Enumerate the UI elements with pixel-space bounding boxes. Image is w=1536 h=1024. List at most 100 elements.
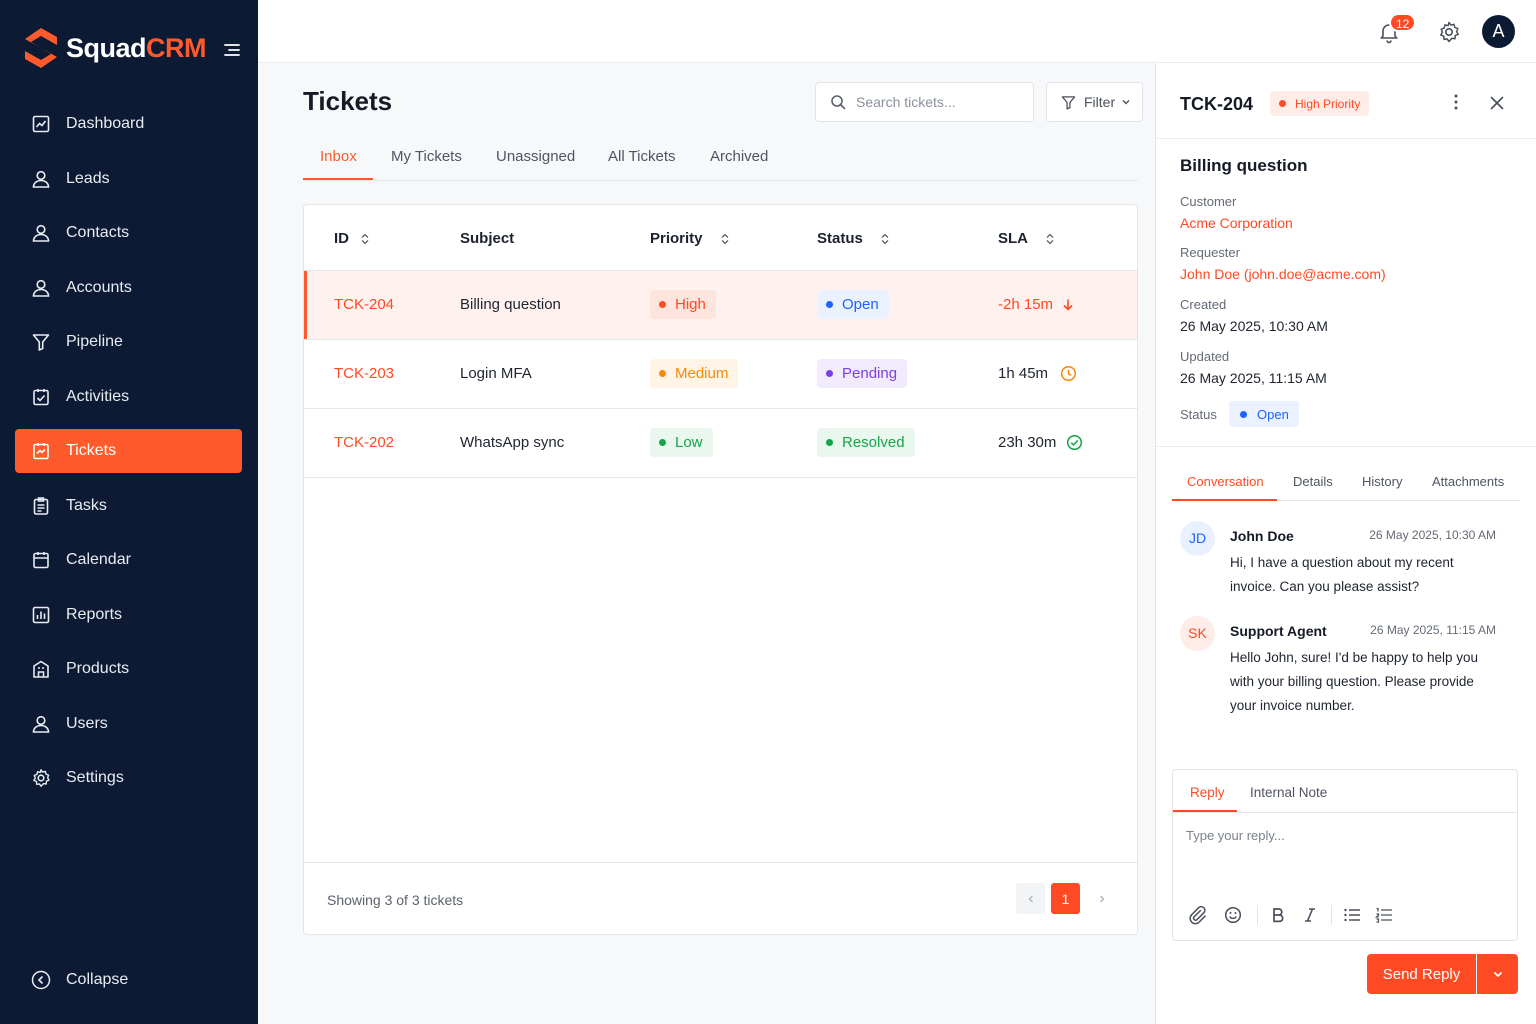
detail-tabs: Conversation Details History Attachments bbox=[1172, 463, 1520, 501]
page-button-1[interactable]: 1 bbox=[1051, 883, 1080, 914]
tab-archived[interactable]: Archived bbox=[710, 148, 769, 165]
notification-count-badge: 12 bbox=[1389, 13, 1417, 32]
chevron-left-icon bbox=[1028, 895, 1033, 902]
toolbar-divider bbox=[1257, 905, 1258, 925]
status-label: Status bbox=[1180, 407, 1217, 422]
sidebar-item-tickets[interactable]: Tickets bbox=[15, 429, 242, 473]
priority-badge: High bbox=[650, 290, 716, 319]
detail-title: Billing question bbox=[1180, 156, 1308, 175]
send-reply-button[interactable]: Send Reply bbox=[1367, 954, 1476, 994]
sidebar-item-label: Activities bbox=[66, 387, 130, 405]
numbered-list-icon[interactable] bbox=[1375, 905, 1393, 925]
user-icon bbox=[32, 170, 50, 188]
status-badge: Resolved bbox=[817, 428, 915, 457]
sidebar-item-accounts[interactable]: Accounts bbox=[15, 266, 242, 310]
settings-gear-icon[interactable] bbox=[1437, 20, 1461, 44]
menu-toggle-icon[interactable] bbox=[222, 40, 242, 60]
sidebar-item-products[interactable]: Products bbox=[15, 647, 242, 691]
emoji-icon[interactable] bbox=[1224, 905, 1242, 925]
bold-icon[interactable] bbox=[1271, 905, 1285, 925]
bar-chart-icon bbox=[32, 606, 50, 623]
ticket-id[interactable]: TCK-203 bbox=[334, 365, 395, 382]
status-dot bbox=[826, 439, 833, 446]
bullet-list-icon[interactable] bbox=[1343, 905, 1361, 925]
sidebar-item-tasks[interactable]: Tasks bbox=[15, 484, 242, 528]
sidebar-item-settings[interactable]: Settings bbox=[15, 756, 242, 800]
created-label: Created bbox=[1180, 297, 1227, 312]
sort-icon bbox=[361, 233, 369, 244]
sidebar-item-reports[interactable]: Reports bbox=[15, 593, 242, 637]
sla-value: 1h 45m bbox=[998, 365, 1077, 382]
sidebar-item-calendar[interactable]: Calendar bbox=[15, 538, 242, 582]
status-dot bbox=[1240, 410, 1247, 418]
tab-internal-note[interactable]: Internal Note bbox=[1250, 785, 1328, 800]
column-header-sla[interactable]: SLA bbox=[998, 230, 1054, 247]
sidebar-item-label: Tasks bbox=[66, 496, 107, 514]
priority-badge: High Priority bbox=[1270, 91, 1370, 116]
more-options-icon[interactable] bbox=[1448, 93, 1464, 111]
tab-attachments[interactable]: Attachments bbox=[1432, 474, 1505, 489]
table-footer: Showing 3 of 3 tickets 1 bbox=[304, 862, 1137, 934]
next-page-button[interactable] bbox=[1087, 883, 1116, 914]
send-options-button[interactable] bbox=[1477, 954, 1518, 994]
chevron-down-icon bbox=[1122, 100, 1130, 105]
sidebar-item-dashboard[interactable]: Dashboard bbox=[15, 102, 242, 146]
tab-my-tickets[interactable]: My Tickets bbox=[391, 148, 462, 165]
calendar-icon bbox=[33, 552, 49, 569]
tab-conversation[interactable]: Conversation bbox=[1187, 474, 1264, 489]
tab-reply[interactable]: Reply bbox=[1190, 785, 1225, 800]
column-header-priority[interactable]: Priority bbox=[650, 230, 729, 247]
user-icon bbox=[32, 715, 50, 733]
search-icon bbox=[831, 95, 846, 110]
customer-label: Customer bbox=[1180, 194, 1237, 209]
sidebar-item-label: Tickets bbox=[66, 442, 117, 459]
clipboard-icon bbox=[33, 496, 49, 515]
collapse-button[interactable]: Collapse bbox=[31, 970, 128, 990]
brand-logo[interactable]: SquadCRM bbox=[22, 26, 207, 70]
search-box[interactable] bbox=[815, 82, 1034, 122]
message-author: Support Agent bbox=[1230, 623, 1327, 639]
ticket-id[interactable]: TCK-204 bbox=[334, 296, 395, 313]
prev-page-button[interactable] bbox=[1016, 883, 1045, 914]
sidebar-item-activities[interactable]: Activities bbox=[15, 375, 242, 419]
sidebar-item-label: Pipeline bbox=[66, 333, 123, 350]
sidebar-item-leads[interactable]: Leads bbox=[15, 157, 242, 201]
chevron-down-icon bbox=[1493, 971, 1502, 978]
table-row[interactable]: TCK-202 WhatsApp sync Low Resolved 23h 3… bbox=[304, 409, 1137, 478]
clock-icon bbox=[1060, 365, 1077, 382]
attach-icon[interactable] bbox=[1188, 905, 1206, 925]
avatar: JD bbox=[1180, 521, 1215, 556]
table-row[interactable]: TCK-204 Billing question High Open -2h 1… bbox=[304, 271, 1137, 340]
tab-unassigned[interactable]: Unassigned bbox=[496, 148, 576, 165]
ticket-id[interactable]: TCK-202 bbox=[334, 434, 395, 451]
user-avatar[interactable]: A bbox=[1482, 15, 1515, 48]
column-header-status[interactable]: Status bbox=[817, 230, 889, 247]
sidebar-nav: Dashboard Leads Contacts Accounts Pipeli… bbox=[15, 102, 242, 811]
filter-label: Filter bbox=[1084, 94, 1116, 110]
message-time: 26 May 2025, 11:15 AM bbox=[1370, 623, 1496, 637]
filter-button[interactable]: Filter bbox=[1046, 82, 1143, 122]
close-icon[interactable] bbox=[1489, 95, 1505, 111]
requester-link[interactable]: John Doe (john.doe@acme.com) bbox=[1180, 266, 1386, 282]
reply-textarea[interactable] bbox=[1186, 828, 1504, 888]
sidebar-item-label: Calendar bbox=[66, 551, 131, 568]
column-header-id[interactable]: ID bbox=[334, 230, 369, 247]
sidebar-item-contacts[interactable]: Contacts bbox=[15, 211, 242, 255]
search-input[interactable] bbox=[856, 94, 1016, 110]
sidebar-item-label: Settings bbox=[66, 769, 124, 786]
italic-icon[interactable] bbox=[1303, 905, 1317, 925]
column-header-subject[interactable]: Subject bbox=[460, 230, 515, 247]
sidebar-item-label: Users bbox=[66, 714, 108, 732]
tab-inbox[interactable]: Inbox bbox=[320, 148, 357, 165]
table-row[interactable]: TCK-203 Login MFA Medium Pending 1h 45m bbox=[304, 340, 1137, 409]
sidebar-item-users[interactable]: Users bbox=[15, 702, 242, 746]
reply-composer: Reply Internal Note bbox=[1172, 769, 1518, 941]
sidebar-item-pipeline[interactable]: Pipeline bbox=[15, 320, 242, 364]
tab-details[interactable]: Details bbox=[1293, 474, 1333, 489]
tab-all-tickets[interactable]: All Tickets bbox=[608, 148, 676, 165]
collapse-label: Collapse bbox=[66, 971, 129, 988]
tab-history[interactable]: History bbox=[1362, 474, 1403, 489]
customer-link[interactable]: Acme Corporation bbox=[1180, 215, 1293, 231]
priority-badge: Low bbox=[650, 428, 713, 457]
status-dot bbox=[826, 301, 833, 308]
